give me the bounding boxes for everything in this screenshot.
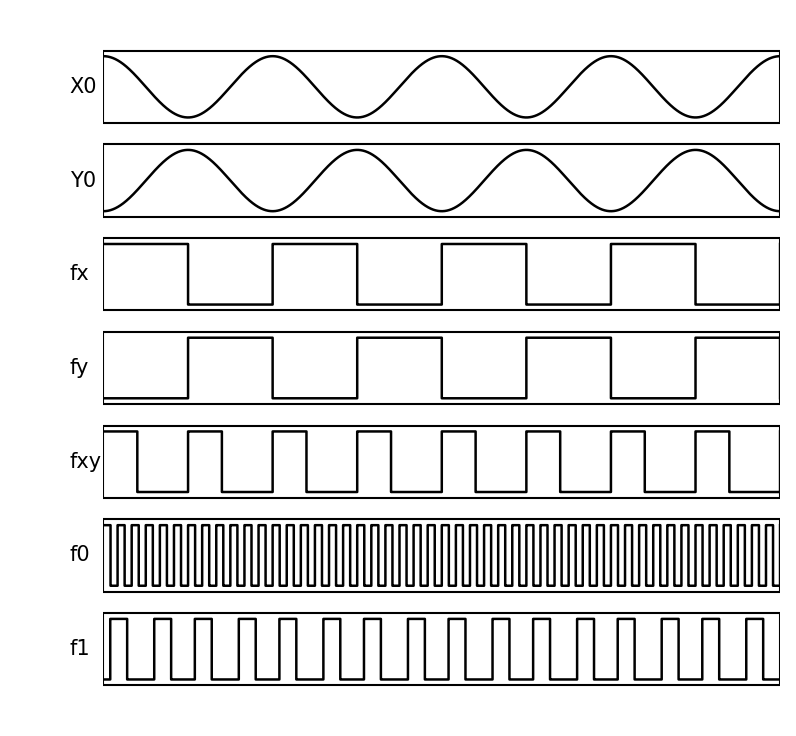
Text: f0: f0 (70, 545, 90, 565)
Text: X0: X0 (70, 77, 97, 97)
Text: fx: fx (70, 264, 89, 284)
Text: f1: f1 (70, 639, 90, 659)
Text: fxy: fxy (70, 452, 102, 472)
Text: Y0: Y0 (70, 171, 96, 191)
Text: fy: fy (70, 358, 89, 378)
